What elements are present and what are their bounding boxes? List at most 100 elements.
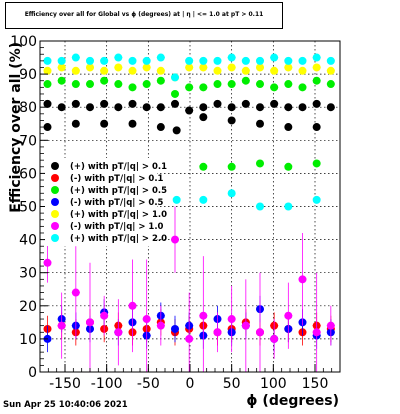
data-point bbox=[213, 56, 222, 65]
data-point bbox=[57, 63, 66, 72]
data-point bbox=[156, 103, 165, 112]
data-point bbox=[43, 99, 52, 108]
data-point bbox=[241, 66, 250, 75]
legend-entry: (+) with pT/|q| > 0.1 bbox=[70, 162, 167, 172]
axes: -150 -100 -50 0 50 100 150 0 10 20 30 40 50 60 70 80 90 1… bbox=[10, 34, 333, 392]
data-point bbox=[256, 63, 264, 72]
data-point bbox=[171, 235, 179, 244]
data-point bbox=[171, 324, 179, 333]
data-point bbox=[185, 83, 194, 92]
data-point bbox=[128, 83, 137, 92]
data-point bbox=[185, 56, 194, 65]
data-point bbox=[156, 66, 165, 75]
data-point bbox=[100, 119, 109, 128]
data-point bbox=[199, 311, 208, 320]
legend: (+) with pT/|q| > 0.1 (-) with pT/|q| > 0… bbox=[45, 158, 167, 246]
data-point bbox=[199, 113, 208, 122]
data-point bbox=[114, 63, 123, 72]
legend-marker bbox=[51, 198, 59, 206]
y-tick-label: 40 bbox=[19, 233, 37, 249]
legend-marker bbox=[51, 222, 59, 230]
data-point bbox=[298, 275, 307, 284]
data-point bbox=[172, 195, 181, 204]
data-point bbox=[100, 56, 109, 65]
data-point bbox=[284, 202, 293, 211]
data-point bbox=[156, 53, 165, 62]
data-series bbox=[43, 53, 335, 372]
data-point bbox=[270, 99, 279, 108]
y-tick-label: 60 bbox=[19, 166, 37, 182]
x-axis-label: ϕ (degrees) bbox=[246, 393, 339, 409]
data-point bbox=[43, 66, 52, 75]
data-point bbox=[57, 321, 66, 330]
data-point bbox=[227, 116, 236, 125]
data-point bbox=[270, 334, 279, 343]
data-point bbox=[227, 189, 236, 198]
x-tick-label: -100 bbox=[91, 376, 123, 392]
data-point bbox=[284, 123, 293, 132]
data-point bbox=[284, 63, 293, 72]
data-point bbox=[241, 76, 250, 85]
data-point bbox=[284, 311, 293, 320]
data-point bbox=[298, 103, 307, 112]
data-point bbox=[227, 162, 236, 171]
x-tick-label: -50 bbox=[137, 376, 160, 392]
x-tick-label: 100 bbox=[260, 376, 287, 392]
legend-box bbox=[45, 158, 157, 246]
legend-marker bbox=[51, 186, 59, 194]
data-point bbox=[227, 315, 236, 324]
data-point bbox=[71, 119, 80, 128]
data-point bbox=[171, 99, 179, 108]
data-point bbox=[241, 321, 250, 330]
data-point bbox=[298, 83, 307, 92]
data-point bbox=[312, 63, 321, 72]
y-tick-label: 10 bbox=[19, 332, 37, 348]
data-point bbox=[270, 53, 279, 62]
legend-marker bbox=[51, 234, 59, 242]
data-point bbox=[100, 76, 109, 85]
data-point bbox=[57, 103, 66, 112]
y-tick-label: 20 bbox=[19, 299, 37, 315]
legend-entry: (+) with pT/|q| > 2.0 bbox=[70, 234, 167, 244]
data-point bbox=[284, 56, 293, 65]
legend-marker bbox=[51, 174, 59, 182]
chart-title: Efficiency over all for Global vs ϕ (deg… bbox=[24, 11, 264, 18]
data-point bbox=[256, 328, 264, 337]
data-point bbox=[43, 56, 52, 65]
x-tick-label: -150 bbox=[49, 376, 81, 392]
data-point bbox=[43, 80, 52, 89]
legend-marker bbox=[51, 162, 59, 170]
data-point bbox=[312, 328, 321, 337]
data-point bbox=[171, 73, 179, 82]
y-tick-label: 50 bbox=[19, 200, 37, 216]
data-point bbox=[185, 334, 194, 343]
data-point bbox=[100, 311, 109, 320]
legend-entry: (-) with pT/|q| > 0.5 bbox=[70, 198, 164, 208]
data-point bbox=[298, 66, 307, 75]
y-tick-label: 30 bbox=[19, 266, 37, 282]
data-point bbox=[114, 53, 123, 62]
data-point bbox=[227, 103, 236, 112]
timestamp: Sun Apr 25 10:40:06 2021 bbox=[3, 400, 128, 410]
data-point bbox=[100, 99, 109, 108]
data-point bbox=[156, 123, 165, 132]
data-point bbox=[298, 56, 307, 65]
data-point bbox=[142, 80, 151, 89]
y-tick-label: 80 bbox=[19, 100, 37, 116]
x-tick-label: 0 bbox=[186, 376, 195, 392]
data-point bbox=[312, 195, 321, 204]
data-point bbox=[270, 83, 279, 92]
data-point bbox=[86, 63, 94, 72]
data-point bbox=[256, 202, 264, 211]
data-point bbox=[171, 89, 179, 98]
data-point bbox=[199, 162, 208, 171]
data-point bbox=[213, 328, 222, 337]
data-point bbox=[156, 321, 165, 330]
data-point bbox=[199, 63, 208, 72]
data-point bbox=[241, 99, 250, 108]
data-point bbox=[256, 80, 264, 89]
data-point bbox=[114, 328, 123, 337]
data-point bbox=[227, 53, 236, 62]
data-point bbox=[312, 53, 321, 62]
